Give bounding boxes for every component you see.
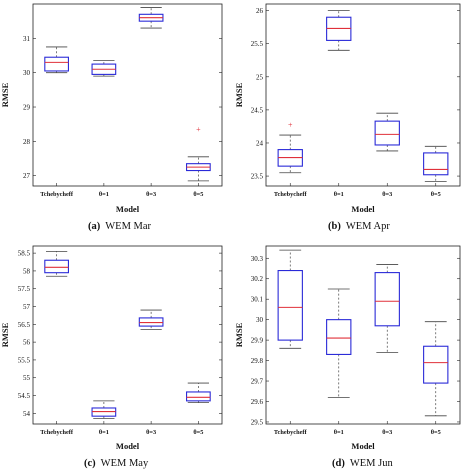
x-axis-label: Model [116,441,140,451]
box-2 [374,272,400,327]
y-axis-label: RMSE [234,322,244,347]
caption-letter: (d) [332,458,345,469]
x-tick-label: θ=5 [193,429,203,436]
box-3 [423,152,449,176]
x-tick-label: θ=1 [99,191,109,198]
y-tick-label: 54.5 [18,392,31,400]
caption-letter: (a) [88,221,101,232]
x-tick-label: θ=3 [146,429,156,436]
plot-frame [32,3,223,187]
y-tick-label: 30 [256,316,264,324]
y-tick-label: 30 [23,69,31,77]
y-tick-label: 31 [23,35,31,43]
y-tick-label: 56 [23,339,31,347]
y-tick-label: 29.5 [251,418,264,426]
x-axis-label: Model [351,204,375,214]
y-tick-label: 58.5 [18,250,31,258]
y-tick-label: 26 [256,7,264,15]
y-tick-label: 29.8 [251,357,264,365]
panel-caption: (c) WEM May [84,458,149,469]
caption-text: WEM Apr [346,221,391,232]
caption-letter: (c) [84,458,96,469]
x-tick-label: Tchebycheff [274,429,308,436]
y-tick-label: 54 [23,410,31,418]
x-tick-label: θ=3 [146,191,156,198]
y-tick-label: 29.7 [251,378,264,386]
box-3 [423,345,449,384]
x-axis-label: Model [116,204,140,214]
x-tick-label: θ=5 [431,191,441,198]
y-axis-label: RMSE [0,82,10,107]
box-1 [326,319,352,355]
y-tick-label: 56.5 [18,321,31,329]
x-tick-label: θ=1 [334,429,344,436]
caption-text: WEM May [101,458,149,469]
box-0 [44,56,69,72]
outlier-marker: + [196,125,201,134]
caption-letter: (b) [328,221,341,232]
x-tick-label: θ=1 [334,191,344,198]
y-axis-label: RMSE [234,82,244,107]
box-2 [374,120,400,146]
y-tick-label: 29 [23,104,31,112]
x-tick-label: Tchebycheff [40,429,74,436]
x-tick-label: θ=1 [99,429,109,436]
y-tick-label: 30.3 [251,255,264,263]
box-0 [277,270,303,341]
y-tick-label: 28 [23,138,31,146]
box-3 [186,391,211,402]
x-tick-label: θ=3 [382,429,392,436]
panel-caption: (b) WEM Apr [328,221,390,232]
x-tick-label: Tchebycheff [40,191,74,198]
y-tick-label: 30.1 [251,296,264,304]
plot-frame [265,245,461,425]
y-tick-label: 57.5 [18,285,31,293]
y-tick-label: 57 [23,303,31,311]
x-tick-label: Tchebycheff [274,191,308,198]
caption-text: WEM Mar [105,221,151,232]
caption-text: WEM Jun [350,458,394,469]
y-tick-label: 58 [23,267,31,275]
y-axis-label: RMSE [0,322,10,347]
box-0 [44,259,69,274]
y-tick-label: 55 [23,374,31,382]
panel-caption: (a) WEM Mar [88,221,152,232]
y-tick-label: 23.5 [251,173,264,181]
panel-caption: (d) WEM Jun [332,458,393,469]
y-tick-label: 29.6 [251,398,264,406]
y-tick-label: 25 [256,73,264,81]
y-tick-label: 30.2 [251,275,264,283]
y-tick-label: 24 [256,139,264,147]
x-axis-label: Model [351,441,375,451]
y-tick-label: 29.9 [251,337,264,345]
y-tick-label: 24.5 [251,106,264,114]
y-tick-label: 55.5 [18,356,31,364]
x-tick-label: θ=5 [193,191,203,198]
x-tick-label: θ=3 [382,191,392,198]
x-tick-label: θ=5 [431,429,441,436]
plot-frame [265,3,461,187]
outlier-marker: + [288,121,293,130]
plot-frame [32,245,223,425]
y-tick-label: 25.5 [251,40,264,48]
y-tick-label: 27 [23,172,31,180]
